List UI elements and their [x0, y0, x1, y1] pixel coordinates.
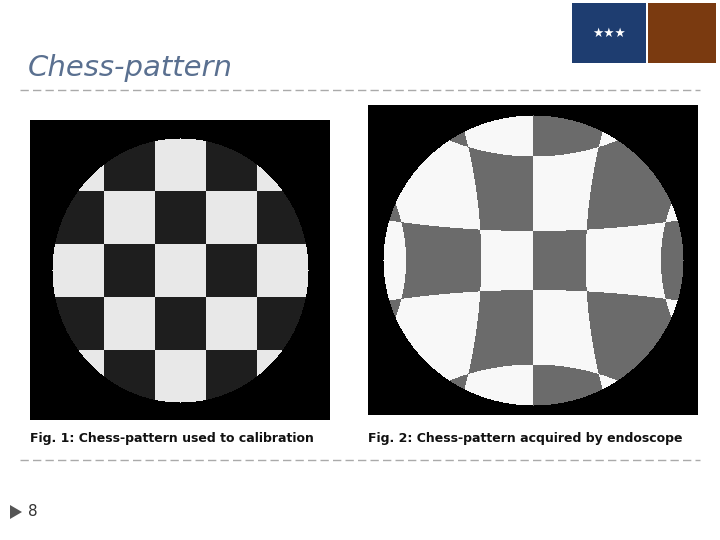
Text: ★★★: ★★★: [592, 26, 626, 39]
Polygon shape: [10, 505, 22, 519]
Text: Fig. 1: Chess-pattern used to calibration: Fig. 1: Chess-pattern used to calibratio…: [30, 432, 314, 445]
Text: 8: 8: [28, 504, 37, 519]
Bar: [572, 3, 646, 63]
Text: Chess-pattern: Chess-pattern: [28, 54, 233, 82]
Bar: [648, 3, 716, 63]
Text: Fig. 2: Chess-pattern acquired by endoscope: Fig. 2: Chess-pattern acquired by endosc…: [368, 432, 683, 445]
